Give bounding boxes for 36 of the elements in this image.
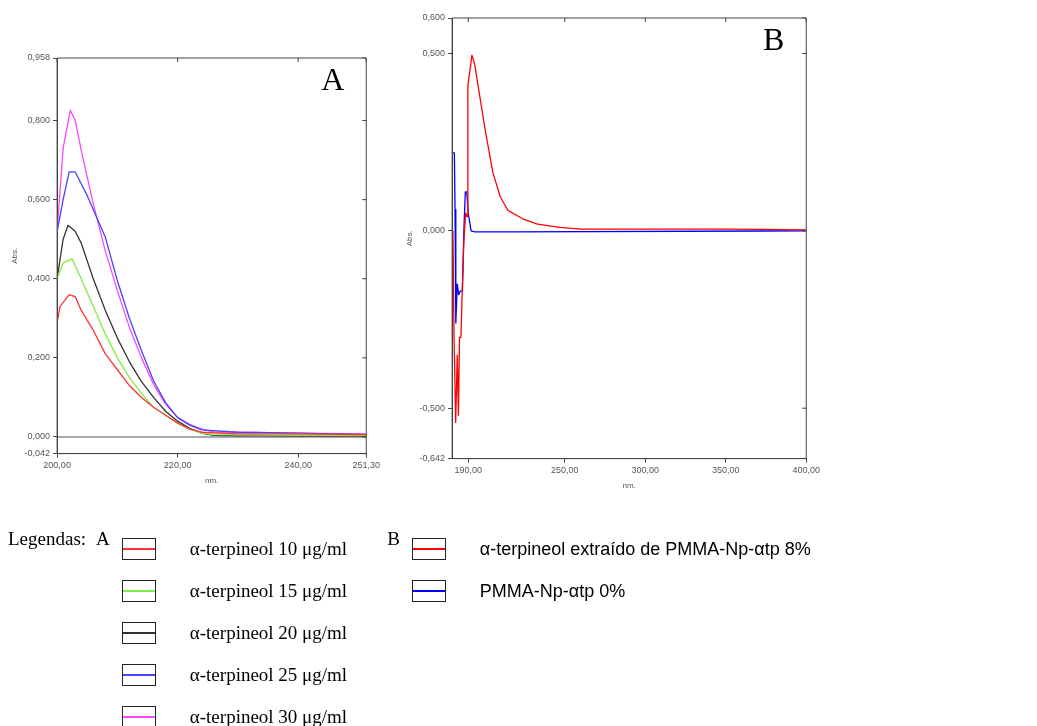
legend-label: α-terpineol extraído de PMMA-Np-αtp 8% — [479, 538, 811, 560]
text: Legendas: — [8, 528, 87, 550]
y-tick-label: -0,500 — [419, 402, 446, 413]
legend-label: PMMA-Np-αtp 0% — [479, 580, 626, 602]
y-tick-label: -0,642 — [419, 453, 446, 464]
y-tick-label: 0,800 — [27, 114, 51, 125]
y-tick-label: -0,042 — [24, 448, 51, 459]
x-tick-label: 251,30 — [352, 460, 380, 471]
x-tick-label: 250,00 — [551, 465, 579, 476]
x-tick-label: 300,00 — [631, 465, 660, 476]
y-axis-title: Abs. — [10, 247, 19, 264]
x-axis-title: nm. — [622, 481, 636, 491]
y-tick-label: 0,600 — [27, 194, 51, 205]
legend-title: A — [96, 528, 110, 550]
legend-title: B — [387, 528, 400, 550]
y-tick-label: 0,000 — [27, 431, 51, 442]
y-tick-label: 0,000 — [422, 225, 446, 236]
x-tick-label: 220,00 — [163, 460, 192, 471]
x-axis-title: nm. — [205, 476, 219, 486]
y-axis-title: Abs. — [405, 230, 414, 247]
x-tick-label: 400,00 — [792, 465, 820, 476]
annotation: B — [762, 21, 785, 58]
y-tick-label: 0,958 — [27, 52, 51, 63]
x-tick-label: 190,00 — [454, 465, 482, 476]
x-tick-label: 240,00 — [284, 460, 312, 471]
annotation: A — [321, 61, 345, 98]
y-tick-label: 0,400 — [27, 273, 51, 284]
y-tick-label: 0,500 — [422, 47, 446, 58]
y-tick-label: 0,200 — [27, 352, 51, 363]
legend-label: α-terpineol 15 μg/ml — [189, 580, 348, 602]
x-tick-label: 200,00 — [43, 460, 71, 471]
y-tick-label: 0,600 — [422, 12, 446, 23]
legend-label: α-terpineol 20 μg/ml — [189, 622, 348, 644]
x-tick-label: 350,00 — [711, 465, 740, 476]
legend-label: α-terpineol 25 μg/ml — [189, 664, 348, 686]
legend-label: α-terpineol 10 μg/ml — [189, 538, 348, 560]
